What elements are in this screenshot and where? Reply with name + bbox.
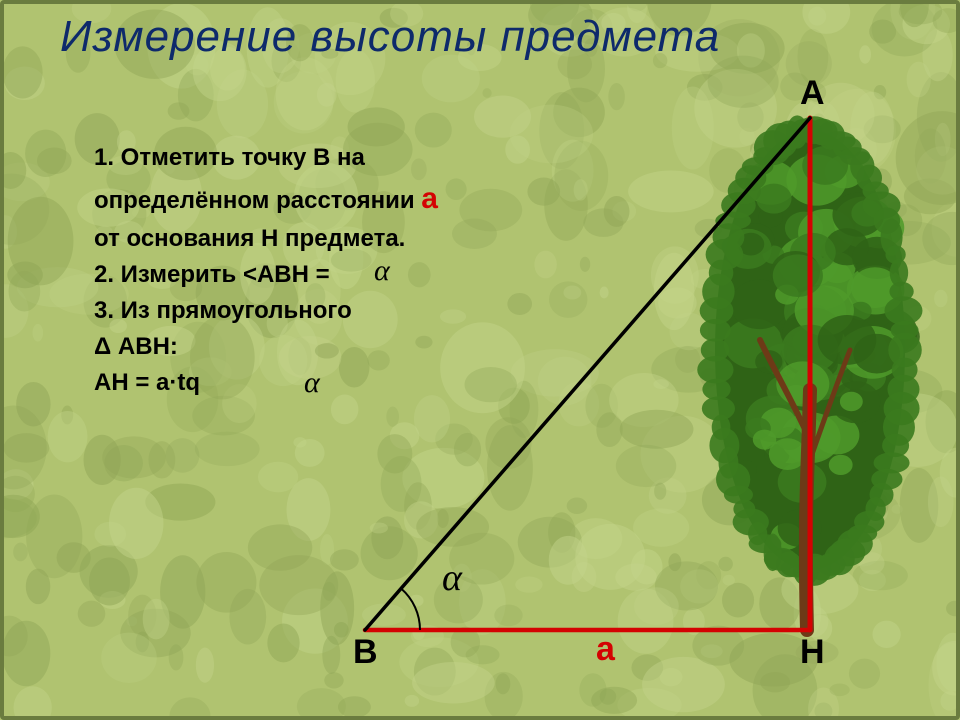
step-1-line-2: определённом расстоянии а: [94, 176, 438, 221]
vertex-label-h: Н: [800, 633, 825, 672]
step-3-line-1: 3. Из прямоугольного: [94, 293, 438, 329]
vertex-label-b: В: [353, 633, 378, 672]
step-3-line-2: Δ АВН:: [94, 329, 438, 365]
page-title: Измерение высоты предмета: [60, 12, 720, 62]
alpha-step3: α: [304, 366, 320, 400]
alpha-step2: α: [374, 254, 390, 288]
step-3-line-3: АН = а·tq: [94, 365, 438, 401]
distance-a-inline: а: [421, 182, 438, 215]
step-1-line-3: от основания Н предмета.: [94, 221, 438, 257]
side-label-a: а: [596, 630, 615, 669]
step-1-line-1: 1. Отметить точку В на: [94, 140, 438, 176]
vertex-label-a: А: [800, 74, 825, 113]
alpha-at-angle: α: [442, 556, 462, 600]
